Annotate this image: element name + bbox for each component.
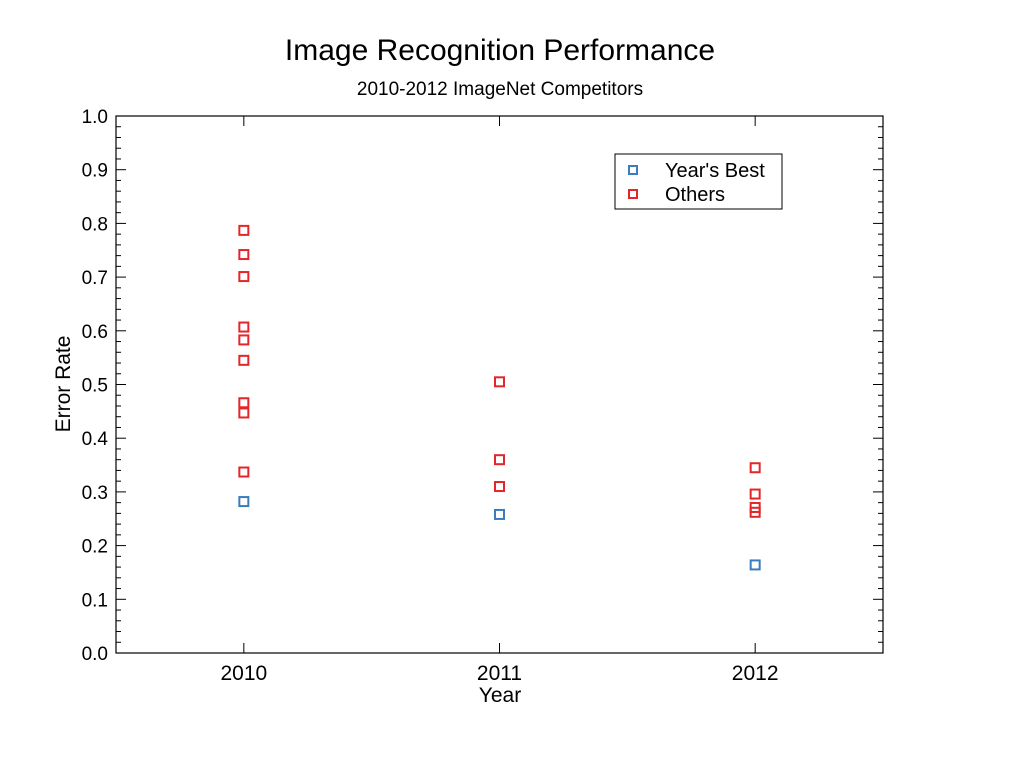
best-point — [238, 496, 250, 508]
y-axis-ticks: 0.0 0.1 0.2 0.3 0.4 0.5 0.6 0.7 0.8 0.9 1.0 — [82, 107, 883, 665]
y-tick-label: 0.0 — [82, 644, 108, 665]
legend-label: Year's Best — [665, 160, 765, 182]
other-point — [749, 506, 761, 518]
y-tick-label: 0.6 — [82, 322, 108, 343]
chart-subtitle: 2010-2012 ImageNet Competitors — [357, 79, 643, 100]
best-point — [494, 508, 505, 520]
x-tick-label: 2010 — [220, 662, 267, 685]
y-tick-label: 0.3 — [82, 483, 108, 504]
other-point — [749, 488, 761, 500]
other-point — [238, 271, 250, 283]
y-axis-label: Error Rate — [52, 336, 75, 433]
other-point — [749, 462, 761, 474]
data-points — [238, 224, 761, 571]
legend-box — [614, 153, 783, 210]
other-point — [238, 224, 250, 236]
chart-title: Image Recognition Performance — [285, 34, 715, 67]
x-axis-ticks: 2010 2011 2012 — [220, 116, 779, 685]
y-tick-label: 0.8 — [82, 214, 108, 235]
y-tick-label: 0.1 — [82, 590, 108, 611]
x-tick-label: 2011 — [477, 662, 522, 685]
x-axis-label: Year — [479, 684, 521, 707]
other-point — [494, 454, 505, 466]
y-tick-label: 1.0 — [82, 107, 108, 128]
other-point — [238, 407, 250, 419]
legend-marker — [628, 165, 638, 175]
y-tick-label: 0.2 — [82, 537, 108, 558]
other-point — [238, 321, 250, 333]
x-tick-label: 2012 — [732, 662, 779, 685]
y-tick-label: 0.7 — [82, 268, 108, 289]
legend-marker — [628, 189, 638, 199]
other-point — [238, 466, 250, 478]
other-point — [238, 397, 250, 409]
legend-label: Others — [665, 184, 725, 206]
best-point — [749, 559, 761, 571]
other-point — [494, 376, 505, 388]
other-point — [238, 334, 250, 346]
y-tick-label: 0.4 — [82, 429, 109, 450]
other-point — [494, 481, 505, 493]
y-tick-label: 0.9 — [82, 161, 108, 182]
other-point — [238, 249, 250, 261]
y-tick-label: 0.5 — [82, 376, 108, 397]
other-point — [238, 354, 250, 366]
